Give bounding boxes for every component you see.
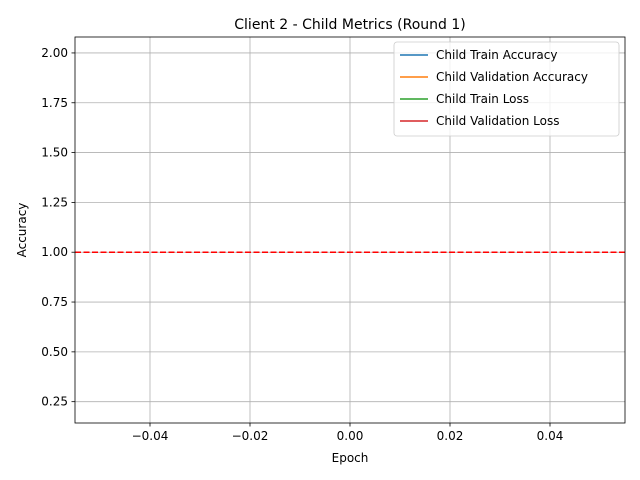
x-tick-label: 0.00	[337, 429, 364, 443]
x-axis-title: Epoch	[332, 451, 369, 465]
axis-ticks: −0.04 −0.02 0.00 0.02 0.04 0.25 0.50 0.75 1.00 1.…	[41, 46, 563, 443]
chart-title: Client 2 - Child Metrics (Round 1)	[234, 17, 465, 33]
y-tick-label: 0.50	[41, 345, 68, 359]
legend-label: Child Train Accuracy	[436, 48, 557, 62]
legend-label: Child Validation Loss	[436, 114, 559, 128]
y-tick-label: 1.25	[41, 195, 68, 209]
legend-label: Child Validation Accuracy	[436, 70, 588, 84]
y-tick-label: 1.75	[41, 96, 68, 110]
legend: Child Train Accuracy Child Validation Acc…	[393, 41, 620, 137]
legend-label: Child Train Loss	[436, 92, 529, 106]
grid	[75, 37, 625, 423]
x-tick-label: −0.04	[132, 429, 169, 443]
y-tick-label: 2.00	[41, 46, 68, 60]
x-tick-label: −0.02	[232, 429, 269, 443]
legend-box	[393, 41, 620, 137]
y-tick-label: 0.75	[41, 295, 68, 309]
y-tick-label: 0.25	[41, 395, 68, 409]
y-tick-label: 1.00	[41, 245, 68, 259]
y-tick-label: 1.50	[41, 146, 68, 160]
y-axis-title: Accuracy	[15, 203, 29, 258]
x-tick-label: 0.02	[437, 429, 464, 443]
x-tick-label: 0.04	[537, 429, 564, 443]
